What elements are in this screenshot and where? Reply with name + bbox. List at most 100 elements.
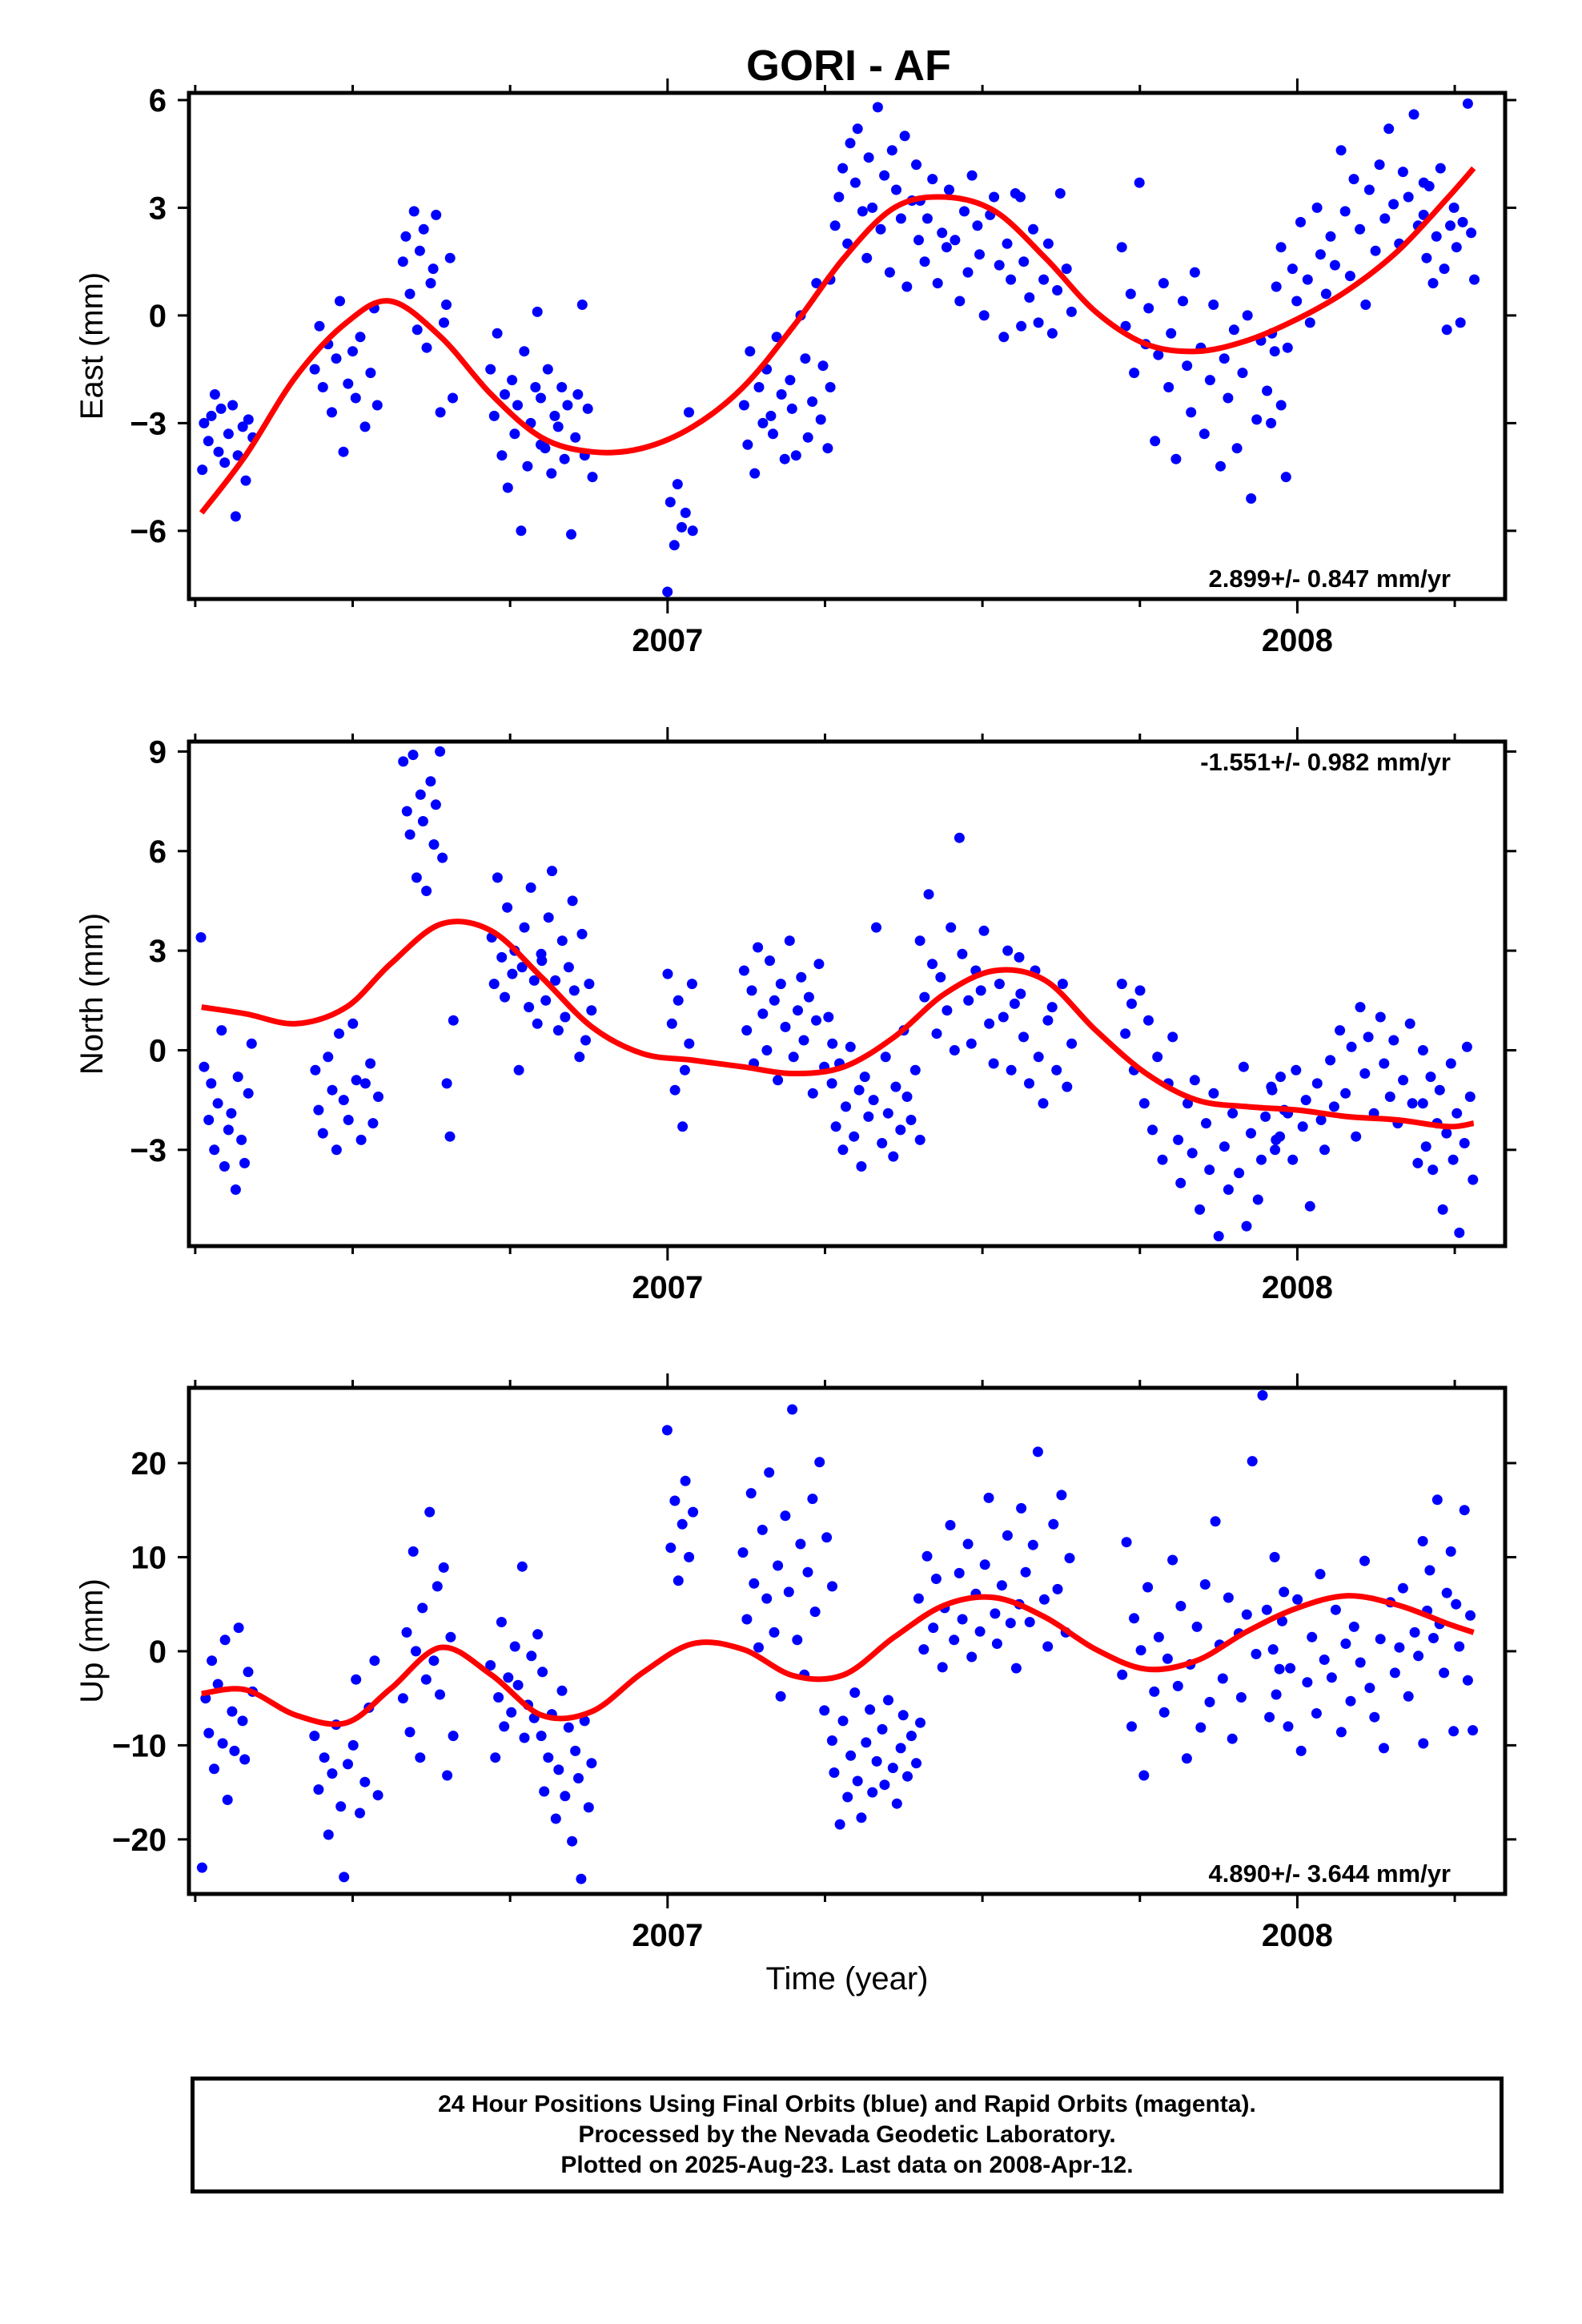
data-point: [1267, 1084, 1278, 1096]
data-point: [849, 1687, 861, 1699]
data-point: [1223, 392, 1234, 404]
data-point: [507, 968, 518, 979]
data-point: [1441, 1128, 1452, 1139]
data-point: [1428, 1633, 1439, 1643]
data-point: [807, 1494, 818, 1505]
data-point: [397, 1693, 408, 1704]
data-point: [1129, 1613, 1139, 1624]
data-point: [849, 177, 861, 188]
data-point: [1407, 1098, 1418, 1109]
data-point: [954, 296, 966, 307]
data-point: [219, 457, 231, 468]
data-point: [570, 1745, 581, 1756]
data-point: [1339, 206, 1351, 217]
data-point: [1469, 274, 1480, 285]
data-point: [239, 1754, 251, 1765]
data-point: [1315, 249, 1326, 260]
data-point: [1213, 1231, 1224, 1242]
data-point: [543, 1752, 554, 1763]
x-tick-label: 2007: [632, 1270, 703, 1305]
data-point: [227, 400, 239, 411]
data-point: [863, 1111, 874, 1122]
data-point: [672, 479, 683, 490]
data-point: [1234, 1168, 1245, 1179]
data-point: [749, 468, 761, 479]
data-point: [1260, 1111, 1271, 1122]
data-point: [199, 417, 210, 428]
data-point: [425, 278, 436, 289]
data-point: [408, 1546, 419, 1557]
data-point: [1398, 1075, 1409, 1086]
data-point: [669, 1084, 681, 1096]
data-point: [1355, 223, 1366, 235]
data-point: [512, 1679, 524, 1691]
data-point: [490, 1752, 501, 1763]
data-point: [1231, 443, 1243, 454]
data-point: [677, 1121, 689, 1132]
data-point: [1417, 1098, 1428, 1109]
data-point: [563, 1722, 574, 1733]
data-point: [780, 1021, 791, 1032]
data-point: [209, 1144, 220, 1156]
data-point: [507, 375, 518, 386]
data-point: [1208, 300, 1219, 310]
data-point: [343, 1759, 353, 1770]
data-point: [1345, 1695, 1356, 1707]
data-point: [338, 1095, 349, 1106]
data-point: [435, 746, 446, 757]
data-point: [666, 1018, 677, 1029]
data-point: [1403, 1691, 1414, 1702]
data-point: [852, 1775, 863, 1787]
data-point: [923, 889, 934, 900]
data-point: [519, 346, 530, 357]
data-point: [1397, 1582, 1408, 1594]
velocity-rate-label: 2.899+/- 0.847 mm/yr: [1209, 565, 1451, 593]
data-point: [978, 310, 990, 321]
data-point: [966, 170, 978, 181]
data-point: [359, 1078, 371, 1089]
data-point: [371, 400, 383, 411]
data-point: [913, 235, 924, 246]
data-point: [519, 1732, 530, 1743]
data-point: [580, 1035, 591, 1046]
data-point: [945, 1520, 956, 1530]
data-point: [1120, 320, 1131, 332]
data-point: [223, 1124, 234, 1136]
data-point: [884, 267, 895, 278]
data-point: [845, 1750, 857, 1761]
data-point: [509, 1641, 520, 1652]
data-point: [1397, 167, 1408, 178]
data-point: [536, 1731, 547, 1742]
data-point: [865, 1704, 876, 1715]
data-point: [937, 227, 948, 239]
data-point: [927, 174, 938, 185]
data-point: [1441, 1587, 1452, 1598]
data-point: [954, 832, 965, 843]
data-point: [560, 1791, 571, 1802]
data-point: [901, 281, 913, 292]
data-point: [1304, 317, 1315, 328]
data-point: [882, 1108, 893, 1119]
y-tick-label: −3: [130, 1133, 167, 1168]
data-point: [1167, 1554, 1178, 1566]
data-point: [417, 816, 428, 826]
data-point: [1020, 1566, 1031, 1578]
data-point: [350, 392, 361, 404]
data-point: [949, 1634, 960, 1646]
data-point: [319, 1752, 330, 1763]
data-point: [197, 464, 208, 476]
data-point: [1247, 1456, 1258, 1467]
data-point: [1388, 199, 1399, 210]
y-tick-label: 6: [149, 83, 167, 119]
data-point: [738, 400, 749, 411]
data-point: [868, 1095, 879, 1106]
y-tick-label: 0: [149, 299, 167, 334]
data-point: [1172, 1680, 1183, 1691]
y-tick-label: −10: [112, 1728, 167, 1763]
data-point: [962, 1538, 974, 1550]
x-tick-label: 2008: [1262, 623, 1333, 658]
data-point: [879, 170, 890, 181]
data-point: [1335, 145, 1347, 156]
data-point: [1010, 1663, 1022, 1674]
data-point: [775, 979, 786, 990]
